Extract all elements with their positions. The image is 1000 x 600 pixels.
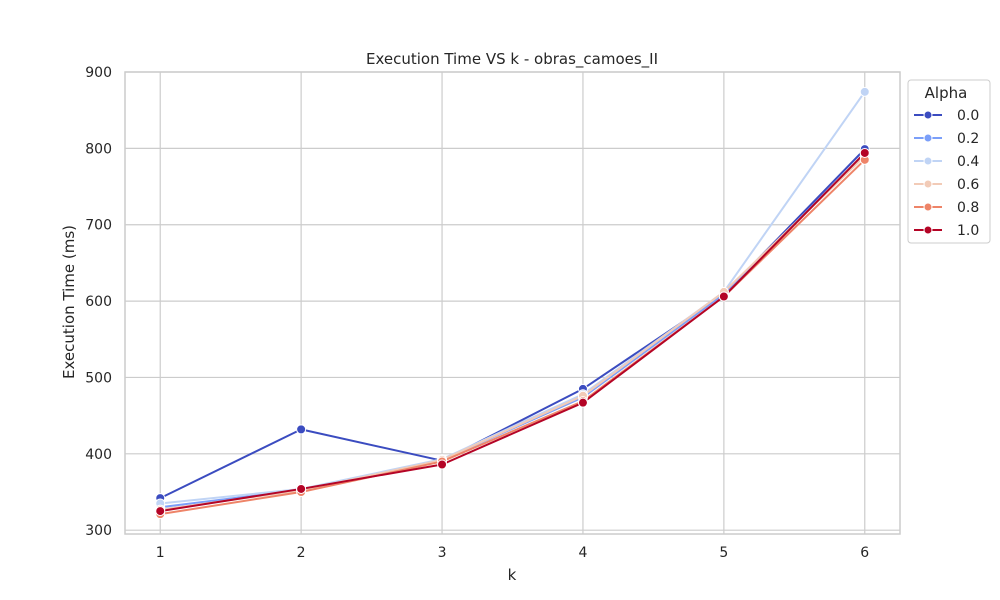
x-tick-label: 6 <box>860 545 869 561</box>
chart-title: Execution Time VS k - obras_camoes_II <box>366 50 658 69</box>
y-tick-label: 300 <box>85 523 112 539</box>
x-tick-label: 4 <box>578 545 587 561</box>
y-tick-label: 400 <box>85 447 112 463</box>
data-point <box>296 424 307 435</box>
legend-swatch-marker <box>923 110 933 120</box>
legend: Alpha 0.0 0.2 0.4 0.6 0.8 1.0 <box>907 79 991 244</box>
series-line-0-0 <box>159 148 866 500</box>
data-point <box>718 291 729 302</box>
x-tick-label: 5 <box>719 545 728 561</box>
data-point <box>437 459 448 470</box>
data-point <box>859 86 870 97</box>
series-line-0-4 <box>160 91 866 505</box>
legend-label: 0.4 <box>957 154 979 170</box>
legend-swatch-marker <box>923 156 933 166</box>
legend-label: 0.6 <box>957 177 979 193</box>
series-line-1-0 <box>160 152 866 513</box>
legend-swatch-marker <box>923 133 933 143</box>
x-tick-label: 1 <box>156 545 165 561</box>
data-point <box>155 506 166 517</box>
legend-label: 0.8 <box>957 200 979 216</box>
legend-swatch-marker <box>923 225 933 235</box>
y-axis-label: Execution Time (ms) <box>60 225 78 379</box>
legend-label: 1.0 <box>957 223 979 239</box>
legend-label: 0.2 <box>957 131 979 147</box>
data-point <box>296 483 307 494</box>
x-tick-label: 2 <box>297 545 306 561</box>
y-tick-label: 800 <box>85 141 112 157</box>
series-points <box>155 86 870 520</box>
y-tick-label: 700 <box>85 218 112 234</box>
x-axis-ticks: 1 2 3 4 5 6 <box>156 545 870 561</box>
legend-label: 0.0 <box>957 108 979 124</box>
legend-box <box>907 79 991 244</box>
legend-title: Alpha <box>925 84 968 102</box>
data-point <box>577 397 588 408</box>
series-lines <box>159 91 866 516</box>
grid-lines <box>125 71 900 534</box>
y-axis-ticks: 300 400 500 600 700 800 900 <box>85 65 112 539</box>
data-point <box>859 147 870 158</box>
x-tick-label: 3 <box>438 545 447 561</box>
y-tick-label: 600 <box>85 294 112 310</box>
legend-swatch-marker <box>923 179 933 189</box>
legend-items: 0.0 0.2 0.4 0.6 0.8 1.0 <box>914 108 979 239</box>
legend-swatch-marker <box>923 202 933 212</box>
series-line-0-6 <box>160 155 866 511</box>
plot-frame <box>124 71 901 535</box>
series-line-0-8 <box>160 159 866 516</box>
y-tick-label: 900 <box>85 65 112 81</box>
x-axis-label: k <box>508 566 517 584</box>
y-tick-label: 500 <box>85 370 112 386</box>
